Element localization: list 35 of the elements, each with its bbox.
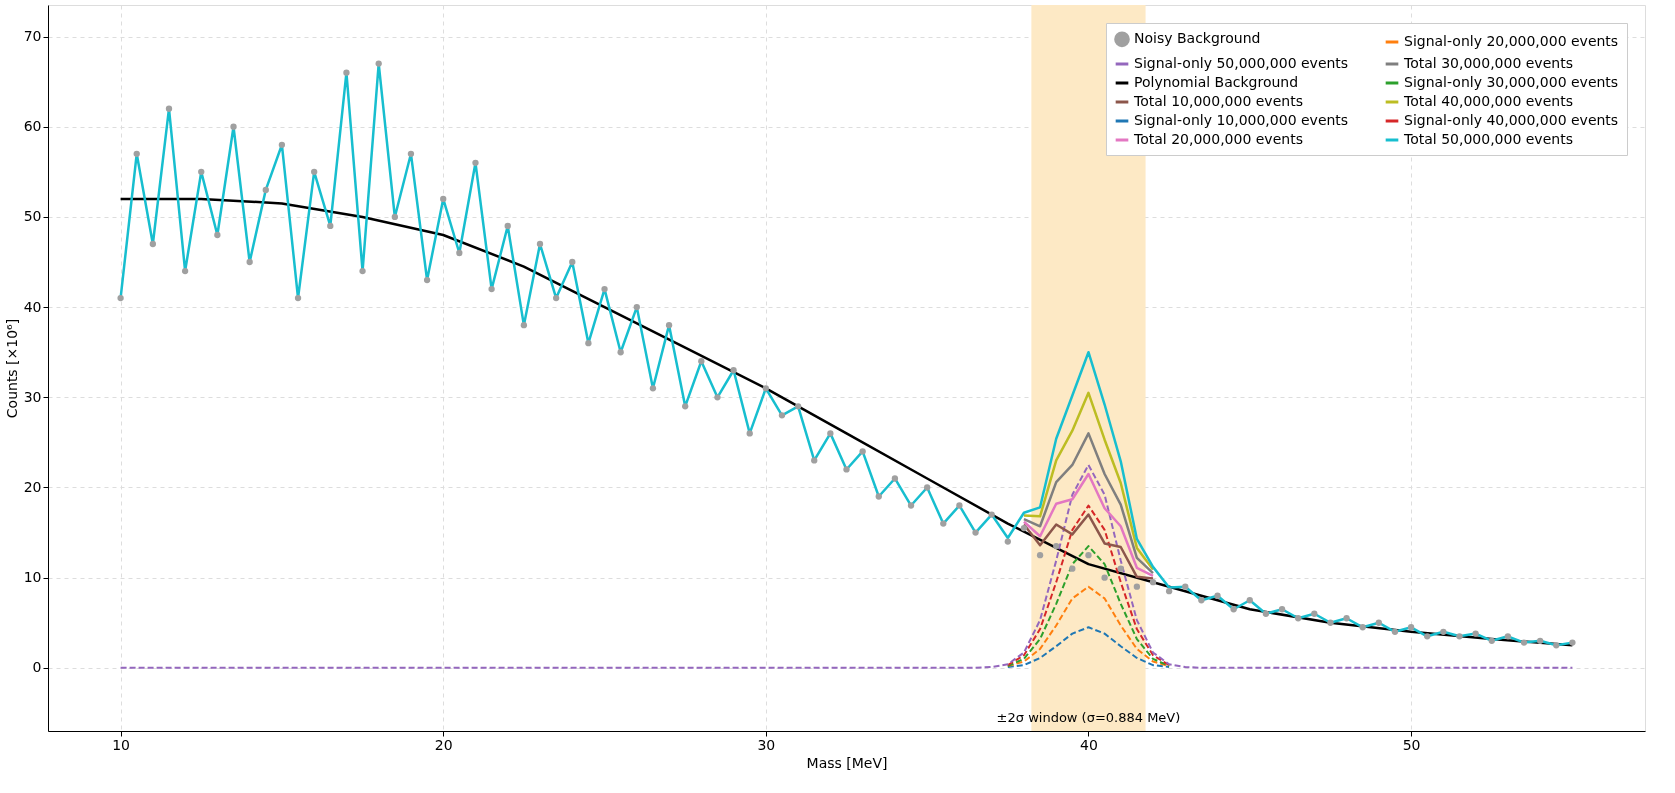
band-label: ±2σ window (σ=0.884 MeV) xyxy=(996,710,1181,725)
line-series xyxy=(1022,432,1155,575)
legend-label: Total 10,000,000 events xyxy=(1133,93,1303,109)
line-series xyxy=(1022,472,1155,578)
legend-label: Signal-only 40,000,000 events xyxy=(1404,112,1619,128)
line-series xyxy=(1022,391,1155,571)
legend-label: Noisy Background xyxy=(1134,30,1261,47)
line-series xyxy=(1006,545,1171,668)
legend-label: Signal-only 20,000,000 events xyxy=(1404,33,1619,49)
x-tick-label: 10 xyxy=(112,736,130,753)
x-axis-title: Mass [MeV] xyxy=(806,754,888,771)
x-tick-label: 20 xyxy=(434,736,453,753)
y-tick-label: 40 xyxy=(23,298,42,315)
legend-label: Total 30,000,000 events xyxy=(1403,55,1573,71)
legend-label: Signal-only 10,000,000 events xyxy=(1134,112,1349,128)
x-tick-label: 30 xyxy=(757,736,776,753)
x-tick-label: 50 xyxy=(1402,736,1421,753)
legend-label: Signal-only 30,000,000 events xyxy=(1404,74,1619,90)
legend-label: Total 20,000,000 events xyxy=(1133,131,1303,147)
y-tick-label: 30 xyxy=(23,388,42,405)
y-tick-label: 20 xyxy=(23,479,42,495)
legend-label: Total 40,000,000 events xyxy=(1403,93,1573,109)
legend-label: Total 50,000,000 events xyxy=(1403,131,1573,147)
y-tick-label: 70 xyxy=(23,28,42,45)
legend-label: Signal-only 50,000,000 events xyxy=(1134,55,1349,71)
x-tick-label: 40 xyxy=(1080,736,1098,753)
y-tick-label: 0 xyxy=(32,659,42,676)
line-series xyxy=(1006,504,1171,667)
line-series xyxy=(119,463,1574,669)
y-axis-title: Counts [×10⁶] xyxy=(3,318,20,419)
y-tick-label: 10 xyxy=(23,569,42,586)
y-tick-label: 60 xyxy=(23,118,42,135)
line-series xyxy=(1006,626,1171,668)
legend-label: Polynomial Background xyxy=(1134,74,1299,90)
y-tick-label: 50 xyxy=(23,208,42,225)
